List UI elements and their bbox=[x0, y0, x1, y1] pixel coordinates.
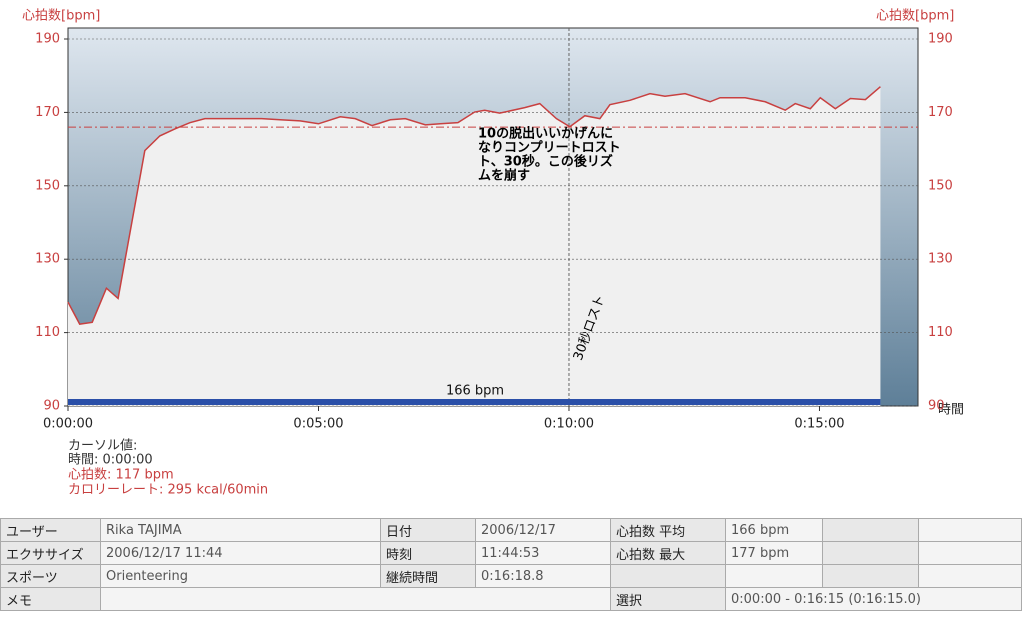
table-cell: 日付 bbox=[380, 518, 476, 542]
table-cell: 0:00:00 - 0:16:15 (0:16:15.0) bbox=[725, 587, 1022, 611]
x-tick-label: 0:05:00 bbox=[293, 417, 343, 432]
table-cell: 選択 bbox=[610, 587, 726, 611]
table-cell: 166 bpm bbox=[725, 518, 823, 542]
table-cell bbox=[100, 587, 611, 611]
y-tick-label: 150 bbox=[35, 178, 60, 193]
cursor-calorie: カロリーレート: 295 kcal/60min bbox=[68, 483, 268, 498]
table-cell: 11:44:53 bbox=[475, 541, 611, 565]
x-tick-label: 0:10:00 bbox=[544, 417, 594, 432]
table-cell: エクササイズ bbox=[0, 541, 101, 565]
y2-tick-label: 90 bbox=[928, 399, 945, 414]
table-cell: ユーザー bbox=[0, 518, 101, 542]
table-row: スポーツ Orienteering 継続時間 0:16:18.8 bbox=[0, 564, 1022, 588]
y-tick-label: 130 bbox=[35, 252, 60, 267]
table-cell: 継続時間 bbox=[380, 564, 476, 588]
y-tick-label: 170 bbox=[35, 105, 60, 120]
cursor-title: カーソル値: bbox=[68, 438, 137, 454]
table-cell bbox=[725, 564, 823, 588]
table-cell bbox=[822, 518, 919, 542]
x-axis-title: 時間 bbox=[938, 403, 964, 418]
y2-axis-title: 心拍数[bpm] bbox=[876, 9, 954, 24]
y-tick-label: 110 bbox=[35, 325, 60, 340]
x-tick-label: 0:15:00 bbox=[794, 417, 844, 432]
table-cell: 0:16:18.8 bbox=[475, 564, 611, 588]
hr-line bbox=[67, 86, 881, 325]
y2-tick-label: 150 bbox=[928, 178, 953, 193]
y2-tick-label: 130 bbox=[928, 252, 953, 267]
annotation: ト、30秒。この後リズ bbox=[478, 154, 613, 170]
table-cell: 時刻 bbox=[380, 541, 476, 565]
table-cell: スポーツ bbox=[0, 564, 101, 588]
table-cell: 177 bpm bbox=[725, 541, 823, 565]
y-tick-label: 190 bbox=[35, 32, 60, 47]
x-tick-label: 0:00:00 bbox=[43, 417, 93, 432]
table-cell bbox=[918, 564, 1022, 588]
baseline-bar bbox=[68, 399, 881, 405]
cursor-time: 時間: 0:00:00 bbox=[68, 453, 153, 468]
table-row: ユーザー Rika TAJIMA 日付 2006/12/17 心拍数 平均 166 bpm bbox=[0, 518, 1022, 542]
annotation: ムを崩す bbox=[478, 168, 530, 184]
table-cell bbox=[822, 541, 919, 565]
table-cell bbox=[918, 541, 1022, 565]
annotation: 10の脱出いいかげんに bbox=[478, 126, 613, 142]
y-tick-label: 90 bbox=[43, 399, 60, 414]
y2-tick-label: 110 bbox=[928, 325, 953, 340]
cursor-hr: 心拍数: 117 bpm bbox=[68, 468, 174, 483]
chart: 心拍数[bpm] 心拍数[bpm] 時間 カーソル値: 時間: 0:00:00 … bbox=[22, 9, 964, 498]
mean-label: 166 bpm bbox=[446, 384, 504, 399]
table-cell: 2006/12/17 bbox=[475, 518, 611, 542]
y2-tick-label: 190 bbox=[928, 32, 953, 47]
y-axis-title: 心拍数[bpm] bbox=[22, 9, 100, 24]
table-cell: Orienteering bbox=[100, 564, 381, 588]
table-cell bbox=[822, 564, 919, 588]
y2-tick-label: 170 bbox=[928, 105, 953, 120]
area-fill bbox=[68, 86, 881, 406]
table-cell: 心拍数 平均 bbox=[610, 518, 726, 542]
info-table: ユーザー Rika TAJIMA 日付 2006/12/17 心拍数 平均 166 bpm… bbox=[0, 518, 1022, 611]
table-cell: メモ bbox=[0, 587, 101, 611]
table-cell: Rika TAJIMA bbox=[100, 518, 381, 542]
table-cell bbox=[610, 564, 726, 588]
table-cell bbox=[918, 518, 1022, 542]
table-row: メモ 選択 0:00:00 - 0:16:15 (0:16:15.0) bbox=[0, 587, 1022, 611]
table-cell: 心拍数 最大 bbox=[610, 541, 726, 565]
table-row: エクササイズ 2006/12/17 11:44 時刻 11:44:53 心拍数 最大 17… bbox=[0, 541, 1022, 565]
table-cell: 2006/12/17 11:44 bbox=[100, 541, 381, 565]
annotation: なりコンプリートロスト bbox=[478, 141, 621, 156]
